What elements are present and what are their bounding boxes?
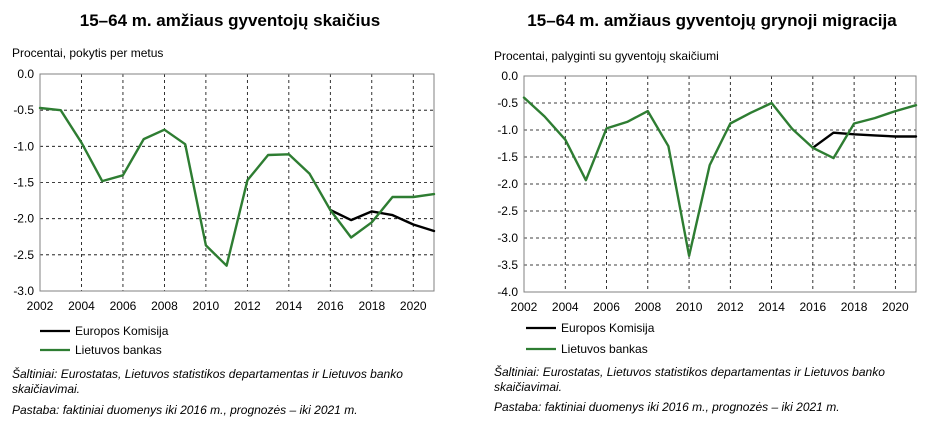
x-tick-label: 2014 [275,299,302,313]
x-tick-label: 2002 [511,300,538,314]
source-note-line: skaičiavimai. [494,380,562,394]
x-tick-label: 2018 [358,299,385,313]
y-tick-label: -0.5 [497,96,518,110]
plot-frame [523,75,917,293]
y-tick-label: -2.5 [13,248,34,262]
y-tick-label: 0.0 [17,67,34,81]
plot-frame [39,73,435,292]
legend-label: Europos Komisija [75,324,169,338]
series-line-europos-komisija [811,131,918,150]
x-tick-label: 2002 [27,299,54,313]
y-tick-label: 0.0 [501,69,518,83]
y-tick-label: -1.5 [497,150,518,164]
x-tick-label: 2006 [593,300,620,314]
y-tick-label: -0.5 [13,103,34,117]
y-tick-label: -3.0 [497,231,518,245]
y-tick-label: -1.5 [13,176,34,190]
y-tick-label: -4.0 [497,285,518,299]
source-note-line: skaičiavimai. [12,382,80,396]
x-tick-label: 2004 [552,300,579,314]
y-tick-label: -1.0 [13,139,34,153]
legend-label: Lietuvos bankas [561,342,648,356]
source-note-line: Šaltiniai: Eurostatas, Lietuvos statisti… [494,364,885,379]
y-tick-label: -3.5 [497,258,518,272]
x-tick-label: 2016 [799,300,826,314]
x-tick-label: 2010 [676,300,703,314]
y-tick-label: -2.5 [497,204,518,218]
series-line-lietuvos-bankas [38,106,436,267]
legend-label: Lietuvos bankas [75,343,162,357]
source-note-line: Šaltiniai: Eurostatas, Lietuvos statisti… [12,366,403,381]
y-tick-label: -2.0 [497,177,518,191]
legend: Europos Komisija Lietuvos bankas [526,321,655,356]
y-tick-label: -3.0 [13,284,34,298]
x-tick-label: 2020 [882,300,909,314]
y-tick-label: -1.0 [497,123,518,137]
y-tick-label: -2.0 [13,212,34,226]
x-tick-label: 2006 [110,299,137,313]
legend-label: Europos Komisija [561,321,655,335]
x-tick-label: 2012 [717,300,744,314]
footnote: Pastaba: faktiniai duomenys iki 2016 m.,… [12,403,358,417]
x-tick-label: 2008 [151,299,178,313]
y-axis-label: Procentai, pokytis per metus [12,46,163,60]
x-tick-label: 2016 [317,299,344,313]
chart-title: 15–64 m. amžiaus gyventojų skaičius [80,11,380,30]
x-tick-label: 2014 [758,300,785,314]
series-line-lietuvos-bankas [522,96,918,258]
x-tick-label: 2008 [634,300,661,314]
series-line-europos-komisija [329,208,436,233]
y-axis-label: Procentai, palyginti su gyventojų skaiči… [494,49,719,63]
x-tick-label: 2020 [400,299,427,313]
x-tick-label: 2010 [193,299,220,313]
chart-title: 15–64 m. amžiaus gyventojų grynoji migra… [527,11,897,30]
x-tick-label: 2012 [234,299,261,313]
x-tick-label: 2004 [68,299,95,313]
x-tick-label: 2018 [841,300,868,314]
footnote: Pastaba: faktiniai duomenys iki 2016 m.,… [494,400,840,414]
legend: Europos Komisija Lietuvos bankas [40,324,169,357]
